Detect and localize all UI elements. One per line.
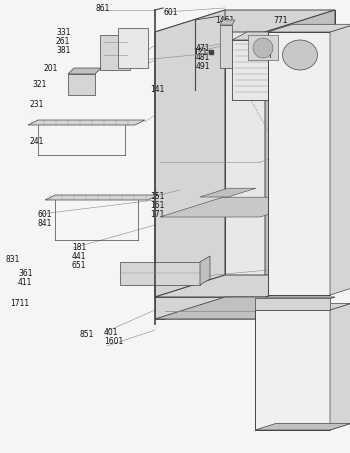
Text: 601: 601 (163, 8, 177, 17)
Polygon shape (155, 297, 335, 319)
Text: 171: 171 (150, 210, 164, 219)
Polygon shape (248, 35, 278, 60)
Polygon shape (160, 197, 323, 217)
Polygon shape (68, 68, 101, 74)
Text: 401: 401 (104, 328, 119, 337)
Polygon shape (232, 40, 340, 100)
Polygon shape (232, 32, 350, 40)
Text: 201: 201 (44, 64, 58, 73)
Text: 1711: 1711 (10, 299, 29, 308)
Text: 321: 321 (32, 80, 46, 89)
Polygon shape (220, 25, 232, 68)
Text: 861: 861 (96, 4, 110, 13)
Text: 411: 411 (18, 278, 32, 287)
Polygon shape (200, 256, 210, 285)
Polygon shape (45, 195, 158, 200)
Polygon shape (255, 304, 350, 310)
Polygon shape (268, 24, 350, 32)
Polygon shape (155, 10, 225, 297)
Polygon shape (330, 304, 350, 430)
Polygon shape (100, 35, 130, 70)
Polygon shape (232, 92, 350, 100)
Text: 1601: 1601 (104, 337, 123, 346)
Text: 441: 441 (72, 252, 86, 261)
Text: 841: 841 (38, 219, 52, 228)
Polygon shape (118, 28, 148, 68)
Ellipse shape (282, 40, 317, 70)
Polygon shape (200, 188, 256, 197)
Text: 771: 771 (273, 16, 287, 25)
Polygon shape (120, 262, 200, 285)
Text: 121: 121 (193, 48, 207, 57)
Text: 601: 601 (38, 210, 52, 219)
Text: 151: 151 (150, 192, 164, 201)
Text: 851: 851 (80, 330, 95, 339)
Polygon shape (155, 297, 265, 319)
Polygon shape (68, 74, 95, 95)
Text: 141: 141 (150, 85, 164, 94)
Text: 241: 241 (30, 137, 44, 146)
Polygon shape (155, 10, 335, 32)
Text: 471: 471 (196, 44, 210, 53)
Text: 1461: 1461 (215, 16, 234, 25)
Text: 331: 331 (56, 28, 70, 37)
Polygon shape (330, 24, 350, 295)
Polygon shape (28, 120, 145, 125)
Text: 491: 491 (196, 62, 210, 71)
Polygon shape (255, 424, 350, 430)
Text: 651: 651 (72, 261, 86, 270)
Text: 361: 361 (18, 269, 33, 278)
Polygon shape (155, 275, 335, 297)
Text: 211: 211 (160, 276, 174, 285)
Polygon shape (225, 10, 335, 275)
Polygon shape (220, 20, 235, 25)
Text: 481: 481 (196, 53, 210, 62)
Text: 161: 161 (150, 201, 164, 210)
Text: 381: 381 (56, 46, 70, 55)
Text: 231: 231 (30, 100, 44, 109)
Text: 261: 261 (56, 37, 70, 46)
Text: 831: 831 (6, 255, 20, 264)
Text: 511: 511 (116, 58, 130, 67)
Polygon shape (255, 298, 330, 310)
Polygon shape (255, 310, 330, 430)
Polygon shape (265, 10, 335, 297)
Polygon shape (268, 32, 330, 295)
Text: 181: 181 (72, 243, 86, 252)
Circle shape (253, 38, 273, 58)
